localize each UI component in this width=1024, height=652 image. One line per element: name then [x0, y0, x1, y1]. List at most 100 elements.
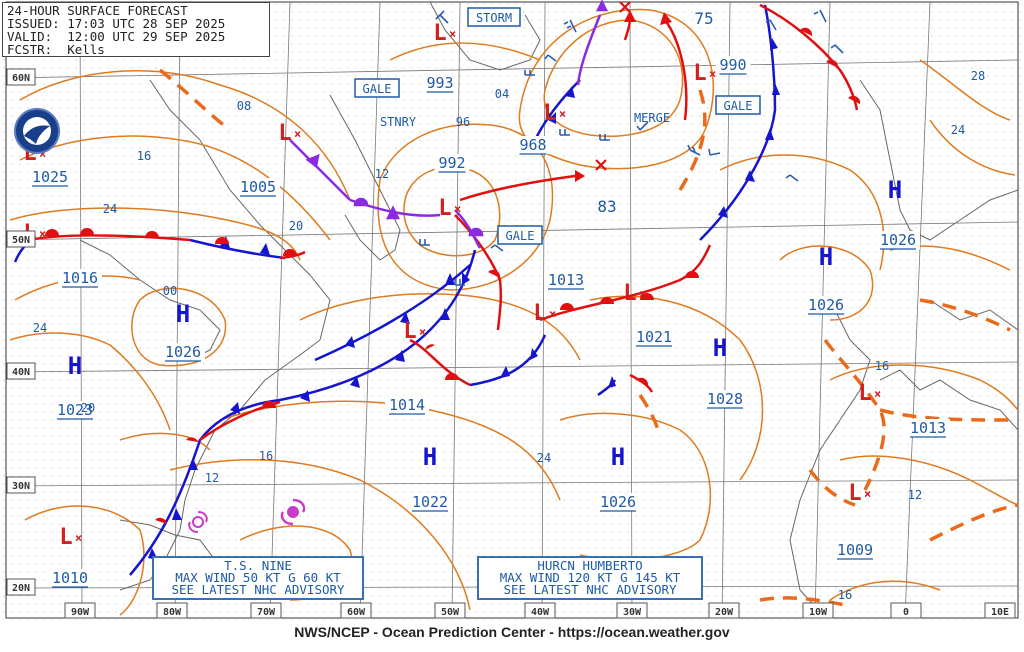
- pressure-value: 1009: [837, 541, 873, 559]
- low-pressure-symbol: L: [848, 481, 861, 506]
- lon-label-box: [616, 602, 648, 619]
- isobar-label: 08: [237, 99, 251, 113]
- cold-fronts: [13, 4, 780, 576]
- low-pressure-symbol: L: [543, 101, 556, 126]
- pressure-value: 1010: [52, 569, 88, 587]
- warning-boxes: STORM GALE GALE GALE: [354, 7, 761, 245]
- pressure-centers: L×1025L×1005L×1016H1026H1023L×992L×993L×…: [23, 21, 950, 588]
- pressure-value-bg: [804, 296, 848, 314]
- ts-nine-advisory: T.S. NINE MAX WIND 50 KT G 60 KT SEE LAT…: [152, 556, 364, 600]
- high-pressure-symbol: H: [713, 334, 727, 362]
- lon-label-box: [340, 602, 372, 619]
- pressure-value-bg: [58, 269, 102, 287]
- low-center-marker: ×: [449, 27, 456, 41]
- pressure-value-bg: [53, 401, 97, 419]
- pressure-value-bg: [515, 136, 551, 154]
- lon-label: 10W: [809, 607, 828, 618]
- advisory-line: T.S. NINE: [224, 558, 292, 573]
- isobar-label: 04: [495, 87, 509, 101]
- low-center-marker: ×: [864, 487, 871, 501]
- low-pressure-symbol: L: [59, 525, 72, 550]
- lat-label: 20N: [12, 583, 30, 594]
- lon-label-box: [64, 602, 96, 619]
- map-text-label: MERGE: [634, 111, 670, 125]
- footer-credit: NWS/NCEP - Ocean Prediction Center - htt…: [294, 624, 730, 640]
- pressure-value: 968: [519, 136, 546, 154]
- lat-label: 40N: [12, 367, 30, 378]
- latitude-labels: 60N 50N 40N 30N 20N: [6, 68, 36, 596]
- pressure-value: 1005: [240, 178, 276, 196]
- warning-box-label: GALE: [363, 82, 392, 96]
- low-center-marker: ×: [39, 147, 46, 161]
- isobar-label: 20: [289, 219, 303, 233]
- pressure-value-bg: [632, 328, 676, 346]
- advisory-line: HURCN HUMBERTO: [537, 558, 643, 573]
- noaa-logo-icon: [14, 108, 60, 154]
- isobar-label: 24: [33, 321, 47, 335]
- low-center-marker: ×: [709, 67, 716, 81]
- advisory-line: MAX WIND 50 KT G 60 KT: [175, 570, 341, 585]
- lat-label: 30N: [12, 481, 30, 492]
- low-center-marker: ×: [75, 531, 82, 545]
- isobar-label: 16: [259, 449, 273, 463]
- pressure-value-bg: [906, 419, 950, 437]
- advisory-line: MAX WIND 120 KT G 145 KT: [499, 570, 681, 585]
- warning-box-label: GALE: [506, 229, 535, 243]
- low-pressure-symbol: L: [693, 61, 706, 86]
- lat-label: 50N: [12, 235, 30, 246]
- pressure-value: 1026: [880, 231, 916, 249]
- pressure-value: 1013: [910, 419, 946, 437]
- pressure-value-bg: [703, 390, 747, 408]
- high-pressure-symbol: H: [176, 300, 190, 328]
- low-pressure-symbol: L: [438, 196, 451, 221]
- pressure-value-bg: [715, 56, 751, 74]
- lon-label-box: [434, 602, 466, 619]
- lat-label-box: [6, 68, 36, 86]
- pressure-value-bg: [236, 178, 280, 196]
- isobar-labels: 08 16 24 20 12 04 96 00 24 20 16 24 28 24 16 12 12 16: [33, 69, 985, 602]
- pressure-value: 992: [438, 154, 465, 172]
- map-text-label: 75: [694, 9, 713, 28]
- isobar-label: 96: [456, 115, 470, 129]
- occluded-fronts: [289, 0, 609, 249]
- lon-label: 30W: [623, 607, 642, 618]
- wind-barbs: [419, 9, 844, 286]
- pressure-value: 1026: [600, 493, 636, 511]
- lat-label: 60N: [12, 73, 30, 84]
- lon-label: 50W: [441, 607, 460, 618]
- pressure-value: 1013: [548, 271, 584, 289]
- warm-fronts: [27, 3, 861, 524]
- isobar-label: 00: [163, 284, 177, 298]
- isobar-label: 12: [205, 471, 219, 485]
- forecast-title: 24-HOUR SURFACE FORECAST: [7, 3, 188, 18]
- hurricane-icon: [280, 498, 306, 526]
- low-center-marker: ×: [874, 387, 881, 401]
- pressure-value: 1025: [32, 168, 68, 186]
- lon-label: 90W: [71, 607, 90, 618]
- humberto-advisory: HURCN HUMBERTO MAX WIND 120 KT G 145 KT …: [477, 556, 703, 600]
- low-pressure-symbol: L: [858, 381, 871, 406]
- lon-label-box: [708, 602, 740, 619]
- pressure-value: 1014: [389, 396, 425, 414]
- lon-label-box: [802, 602, 834, 619]
- weather-map: L×1025L×1005L×1016H1026H1023L×992L×993L×…: [0, 0, 1024, 620]
- low-pressure-symbol: L: [433, 21, 446, 46]
- low-center-marker: ×: [559, 107, 566, 121]
- lon-label: 80W: [163, 607, 182, 618]
- lon-label-box: [250, 602, 282, 619]
- isobar-label: 24: [537, 451, 551, 465]
- lon-label: 20W: [715, 607, 734, 618]
- isobar-label: 24: [103, 202, 117, 216]
- low-pressure-symbol: L: [403, 319, 416, 344]
- pressure-value: 1028: [707, 390, 743, 408]
- pressure-value-bg: [596, 493, 640, 511]
- lat-label-box: [6, 578, 36, 596]
- lat-label-box: [6, 476, 36, 494]
- pressure-value-bg: [385, 396, 429, 414]
- valid-time: VALID: 12:00 UTC 29 SEP 2025: [7, 29, 226, 44]
- isobar-label: 12: [908, 488, 922, 502]
- lat-label-box: [6, 362, 36, 380]
- storm-position-markers: [595, 1, 631, 171]
- lat-label-box: [6, 230, 36, 248]
